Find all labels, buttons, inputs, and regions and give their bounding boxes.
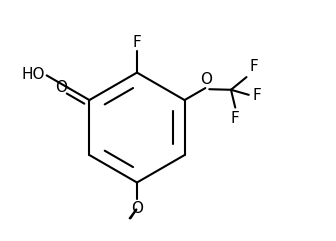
Text: F: F bbox=[252, 88, 261, 103]
Text: F: F bbox=[133, 35, 141, 50]
Text: O: O bbox=[200, 72, 212, 87]
Text: F: F bbox=[231, 111, 240, 126]
Text: HO: HO bbox=[22, 67, 45, 82]
Text: O: O bbox=[55, 80, 68, 95]
Text: O: O bbox=[131, 201, 143, 216]
Text: F: F bbox=[249, 59, 258, 74]
